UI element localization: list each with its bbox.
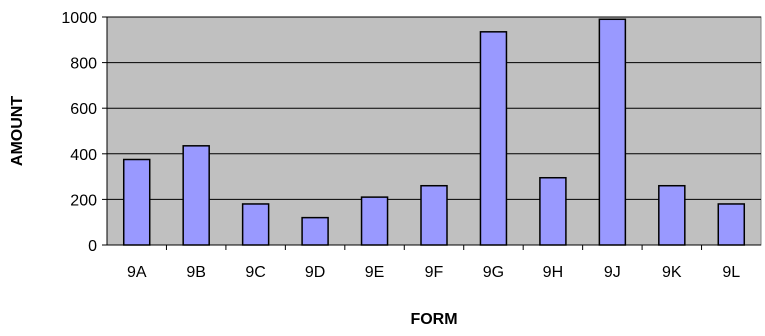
x-tick-label: 9D (305, 264, 325, 281)
x-tick-label: 9A (127, 264, 147, 281)
y-tick-label: 800 (70, 56, 97, 73)
y-tick-label: 400 (70, 147, 97, 164)
bar-9b (182, 145, 210, 246)
gridlines (107, 16, 761, 200)
bar-9d (301, 216, 329, 246)
y-axis-title: AMOUNT (9, 96, 26, 166)
bar-9a (122, 158, 151, 246)
x-tick-label: 9J (604, 264, 621, 281)
bar-9e (360, 196, 389, 246)
y-tick-label: 0 (88, 238, 97, 255)
x-tick-label: 9H (543, 264, 563, 281)
bar-9c (241, 203, 270, 246)
bar-9k (658, 184, 686, 246)
bar-9g (479, 31, 508, 246)
bar-9l (717, 203, 746, 246)
y-tick-label: 1000 (61, 10, 97, 27)
y-tick-label: 200 (70, 192, 97, 209)
x-tick-label: 9K (662, 264, 682, 281)
x-axis-title: FORM (410, 311, 457, 328)
bar-9f (420, 184, 448, 246)
y-tick-label: 600 (70, 101, 97, 118)
bars (122, 18, 746, 246)
x-tick-label: 9C (245, 264, 265, 281)
x-tick-label: 9B (186, 264, 206, 281)
x-tick-label: 9G (483, 264, 504, 281)
bar-9j (598, 18, 627, 246)
x-tick-label: 9L (722, 264, 740, 281)
bar-9h (539, 176, 567, 246)
x-tick-label: 9E (365, 264, 385, 281)
x-axis-ticks: 9A 9B 9C 9D 9E 9F 9G 9H 9J 9K 9L (127, 245, 740, 281)
y-axis-ticks: 0 200 400 600 800 1000 (61, 10, 107, 255)
x-tick-label: 9F (425, 264, 444, 281)
